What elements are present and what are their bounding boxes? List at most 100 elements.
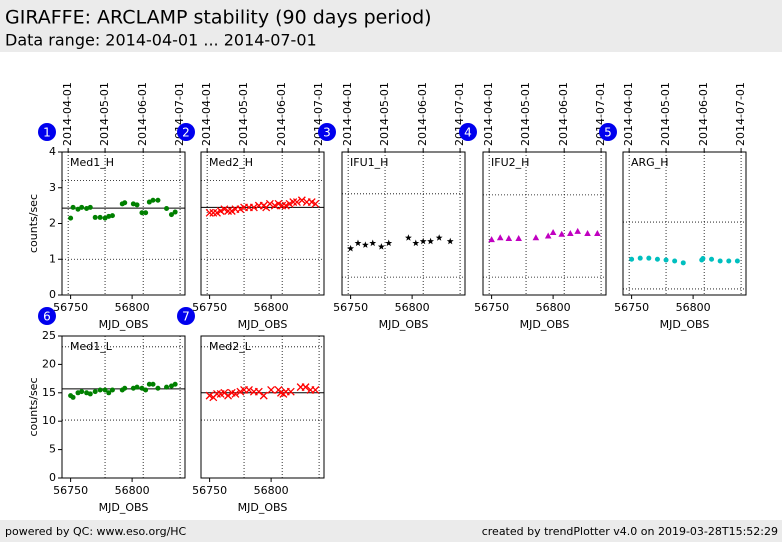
page-subtitle: Data range: 2014-04-01 ... 2014-07-01 [5, 31, 317, 50]
header-band [0, 0, 782, 52]
footer-right: created by trendPlotter v4.0 on 2019-03-… [482, 525, 778, 538]
point [435, 234, 443, 241]
point [259, 391, 268, 400]
point [109, 387, 115, 393]
point [245, 386, 253, 394]
point [231, 389, 240, 398]
panel-title: IFU2_H [491, 156, 529, 169]
point [361, 241, 369, 248]
x-tick-label: 56750 [53, 484, 88, 497]
point [92, 214, 98, 220]
point [286, 387, 295, 396]
panel-title: IFU1_H [350, 156, 388, 169]
point [567, 230, 574, 237]
point [574, 227, 582, 234]
plot-area [622, 151, 747, 296]
panel-badge-number: 3 [323, 126, 331, 140]
x-axis-label: MJD_OBS [238, 318, 288, 331]
panel-badge-number: 4 [464, 126, 472, 140]
point [70, 394, 76, 400]
point [79, 389, 85, 395]
date-tick-label: 2014-06-01 [416, 82, 429, 146]
date-tick-label: 2014-05-01 [237, 82, 250, 146]
page-title: GIRAFFE: ARCLAMP stability (90 days peri… [5, 7, 432, 29]
point [87, 391, 93, 397]
point [92, 389, 98, 395]
x-axis-label: MJD_OBS [379, 318, 429, 331]
date-tick-label: 2014-05-01 [378, 82, 391, 146]
point [150, 381, 156, 387]
plot-area [200, 151, 325, 296]
point [155, 197, 161, 203]
point [709, 256, 715, 262]
footer-left: powered by QC: www.eso.org/HC [5, 525, 187, 538]
date-tick-label: 2014-04-01 [622, 82, 635, 146]
date-tick-label: 2014-04-01 [61, 82, 74, 146]
y-tick-label: 10 [42, 414, 56, 427]
x-tick-label: 56750 [192, 484, 227, 497]
point [488, 236, 495, 243]
point [726, 258, 732, 264]
x-axis-label: MJD_OBS [660, 318, 710, 331]
x-tick-label: 56750 [192, 301, 227, 314]
y-tick-label: 0 [49, 471, 56, 484]
y-tick-label: 4 [49, 145, 56, 158]
plot-area [200, 335, 325, 479]
panel-title: ARG_H [631, 156, 668, 169]
date-tick-label: 2014-05-01 [98, 82, 111, 146]
x-tick-label: 56800 [254, 484, 289, 497]
x-tick-label: 56750 [53, 301, 88, 314]
point [292, 198, 301, 207]
point [265, 199, 274, 208]
x-axis-label: MJD_OBS [99, 318, 149, 331]
point [267, 386, 276, 394]
date-tick-label: 2014-06-01 [557, 82, 570, 146]
plot-area [341, 151, 466, 296]
point [584, 230, 591, 237]
x-tick-label: 56800 [254, 301, 289, 314]
panel-title: Med1_L [70, 340, 113, 353]
point [168, 212, 174, 218]
point [122, 200, 128, 206]
point [87, 204, 93, 210]
point [143, 210, 149, 216]
x-tick-label: 56750 [474, 301, 509, 314]
x-axis-label: MJD_OBS [520, 318, 570, 331]
point [97, 387, 103, 393]
y-tick-label: 1 [49, 252, 56, 265]
plot-area [482, 151, 607, 296]
point [122, 385, 128, 391]
date-tick-label: 2014-06-01 [275, 82, 288, 146]
point [172, 381, 178, 387]
panel-badge-number: 7 [182, 310, 190, 324]
point [354, 239, 362, 247]
footer-band [0, 520, 782, 542]
point [68, 215, 74, 221]
point [544, 232, 552, 239]
point [427, 237, 434, 245]
y-axis-label: counts/sec [27, 194, 40, 253]
point [164, 384, 170, 390]
point [496, 234, 504, 241]
point [164, 205, 170, 211]
point [734, 258, 740, 264]
date-tick-label: 2014-06-01 [697, 82, 710, 146]
date-tick-label: 2014-04-01 [341, 82, 354, 146]
panel-badge [177, 123, 195, 141]
x-tick-label: 56800 [115, 301, 150, 314]
x-tick-label: 56750 [333, 301, 368, 314]
point [109, 213, 115, 219]
point [646, 255, 652, 261]
date-tick-label: 2014-05-01 [659, 82, 672, 146]
date-tick-label: 2014-07-01 [734, 82, 747, 146]
point [209, 208, 218, 217]
point [254, 387, 263, 396]
panel-badge-number: 1 [43, 126, 51, 140]
point [311, 199, 320, 208]
point [672, 258, 678, 264]
point [139, 210, 145, 216]
point [79, 204, 85, 210]
point [446, 237, 454, 245]
y-tick-label: 3 [49, 181, 56, 194]
